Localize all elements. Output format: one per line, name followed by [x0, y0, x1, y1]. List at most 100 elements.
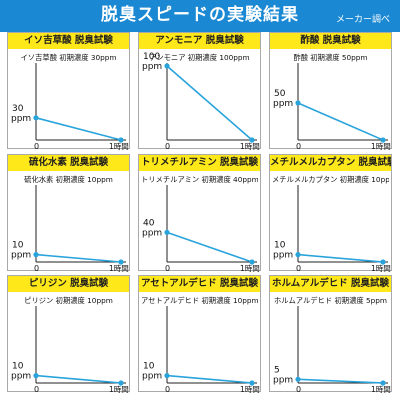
x-tick-label: 1時間 [240, 264, 260, 272]
y-tick-label: 10 [143, 362, 155, 372]
y-unit-label: ppm [11, 114, 31, 124]
page-title: 脱臭スピードの実験結果 [101, 5, 299, 25]
y-tick-label: 30 [12, 104, 24, 114]
y-unit-label: ppm [142, 228, 162, 238]
chart-title: アセトアルデヒド 脱臭試験 [139, 276, 260, 292]
series-line [297, 102, 384, 141]
chart-title: メチルメルカプタン 脱臭試験 [270, 155, 391, 171]
series-line [35, 374, 122, 384]
data-point [380, 137, 386, 143]
line-chart: 50ppm 0 1時間 [273, 63, 391, 150]
chart-title: 硫化水素 脱臭試験 [8, 155, 129, 171]
chart-title: ピリジン 脱臭試験 [8, 276, 129, 292]
data-point [118, 137, 124, 143]
data-point [164, 63, 170, 69]
series-line [35, 253, 122, 263]
x-tick-label: 0 [34, 264, 39, 272]
chart-panel: アンモニア 脱臭試験アンモニア 初期濃度 100ppm 100 ppm 0 1時間 [138, 32, 261, 150]
data-point [118, 380, 124, 386]
data-point [164, 373, 170, 379]
y-tick-label: 5 [274, 365, 280, 375]
series-line [166, 65, 253, 141]
chart-title: トリメチルアミン 脱臭試験 [139, 155, 260, 171]
x-tick-label: 1時間 [240, 385, 260, 393]
series-line [297, 378, 384, 384]
x-tick-label: 1時間 [240, 142, 260, 150]
y-unit-label: ppm [273, 375, 293, 385]
header-bar: 脱臭スピードの実験結果 メーカー調べ [0, 0, 400, 32]
x-tick-label: 0 [165, 142, 170, 150]
y-tick-label: 40 [143, 218, 155, 228]
x-tick-label: 0 [165, 264, 170, 272]
data-point [295, 100, 301, 106]
chart-subtitle: アンモニア 初期濃度 100ppm [149, 53, 250, 62]
series-line [166, 374, 253, 384]
chart-panel: イソ吉草酸 脱臭試験イソ吉草酸 初期濃度 30ppm 30 ppm 0 1時間 [7, 32, 130, 150]
x-tick-label: 1時間 [371, 264, 391, 272]
chart-subtitle: 酢酸 初期濃度 50ppm [293, 53, 368, 62]
x-tick-label: 0 [34, 142, 39, 150]
x-tick-label: 0 [296, 142, 301, 150]
chart-panel: アセトアルデヒド 脱臭試験アセトアルデヒド 初期濃度 10ppm 10 ppm 0 1時… [138, 275, 261, 393]
chart-title: イソ吉草酸 脱臭試験 [8, 33, 129, 49]
chart-panel: トリメチルアミン 脱臭試験トリメチルアミン 初期濃度 40ppm 40 ppm 0 1時… [138, 154, 261, 272]
data-point [380, 259, 386, 265]
chart-panel: 硫化水素 脱臭試験 硫化水素 初期濃度 10ppm 10 ppm 0 1時間 [7, 154, 130, 272]
data-point [33, 373, 39, 379]
y-tick-label: 10 [12, 362, 24, 372]
chart-panel: ピリジン 脱臭試験ピリジン 初期濃度 10ppm 10 ppm 0 1時間 [7, 275, 130, 393]
y-unit-label: ppm [273, 99, 293, 109]
data-point [164, 229, 170, 235]
data-point [380, 380, 386, 386]
x-tick-label: 0 [296, 385, 301, 393]
chart-subtitle: ピリジン 初期濃度 10ppm [24, 296, 113, 305]
x-tick-label: 1時間 [109, 385, 129, 393]
y-tick-label: 100 [143, 52, 160, 62]
chart-title: ホルムアルデヒド 脱臭試験 [270, 276, 391, 292]
y-tick-label: 10 [12, 241, 24, 251]
series-line [297, 253, 384, 263]
chart-title: アンモニア 脱臭試験 [139, 33, 260, 49]
chart-panel: メチルメルカプタン 脱臭試験メチルメルカプタン 初期濃度 10ppm 10 ppm 0… [269, 154, 392, 272]
chart-subtitle: メチルメルカプタン 初期濃度 10ppm [272, 175, 389, 184]
x-tick-label: 1時間 [109, 264, 129, 272]
data-point [249, 259, 255, 265]
line-chart: 30ppm 0 1時間 [11, 63, 129, 150]
series-line [166, 231, 253, 263]
x-tick-label: 0 [296, 264, 301, 272]
chart-subtitle: アセトアルデヒド 初期濃度 10ppm [141, 296, 258, 305]
data-point [33, 115, 39, 121]
data-point [295, 252, 301, 258]
chart-panel: 酢酸 脱臭試験酢酸 初期濃度 50ppm 50 ppm 0 1時間 [269, 32, 392, 150]
x-tick-label: 0 [34, 385, 39, 393]
x-tick-label: 1時間 [371, 142, 391, 150]
chart-title: 酢酸 脱臭試験 [270, 33, 391, 49]
y-unit-label: ppm [273, 251, 293, 261]
chart-panel: ホルムアルデヒド 脱臭試験ホルムアルデヒド 初期濃度 5ppm 5 ppm 0 1時間 [269, 275, 392, 393]
series-line [35, 117, 122, 141]
line-chart: 40ppm 0 1時間 [142, 185, 260, 272]
x-tick-label: 1時間 [371, 385, 391, 393]
y-tick-label: 10 [274, 241, 286, 251]
chart-subtitle: 硫化水素 初期濃度 10ppm [24, 175, 113, 184]
data-point [295, 376, 301, 382]
data-point [33, 252, 39, 258]
chart-subtitle: イソ吉草酸 初期濃度 30ppm [20, 53, 117, 62]
x-tick-label: 0 [165, 385, 170, 393]
line-chart: 100ppm 0 1時間 [142, 52, 260, 150]
x-tick-label: 1時間 [109, 142, 129, 150]
y-unit-label: ppm [142, 62, 162, 72]
data-point [118, 259, 124, 265]
chart-subtitle: トリメチルアミン 初期濃度 40ppm [141, 175, 258, 184]
y-tick-label: 50 [274, 89, 286, 99]
chart-subtitle: ホルムアルデヒド 初期濃度 5ppm [274, 296, 387, 305]
y-unit-label: ppm [142, 372, 162, 382]
y-unit-label: ppm [11, 372, 31, 382]
data-point [249, 380, 255, 386]
data-point [249, 137, 255, 143]
